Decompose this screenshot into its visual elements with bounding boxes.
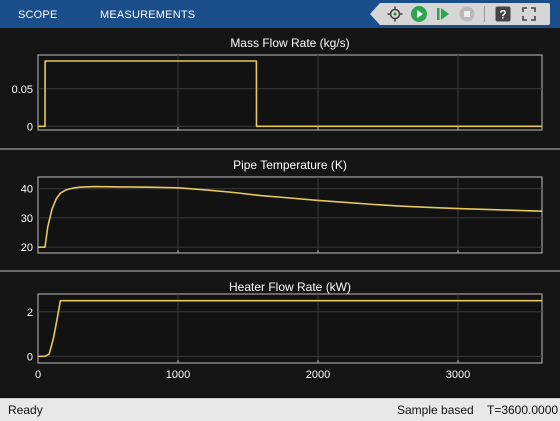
axes-box (37, 293, 543, 364)
help-icon[interactable]: ? (494, 5, 512, 23)
y-tick-label: 0 (27, 121, 33, 133)
tab-scope[interactable]: SCOPE (18, 9, 58, 21)
scope-charts: Mass Flow Rate (kg/s) 0 0.05 Pipe Temperatu… (0, 36, 560, 381)
status-bar: Ready Sample based T=3600.0000 (0, 398, 560, 421)
scope-toolbar: SCOPE MEASUREMENTS (0, 0, 560, 28)
scope-panel-2: Pipe Temperature (K) 20 30 40 (21, 158, 543, 254)
axes-box (37, 54, 543, 131)
y-tick-label: 40 (21, 184, 33, 196)
toolbar-separator (484, 6, 485, 22)
status-ready-text: Ready (8, 403, 43, 417)
y-tick-label: 2 (27, 307, 33, 319)
x-tick-label: 2000 (306, 369, 330, 381)
toolbar-icon-panel: ? (370, 3, 550, 25)
svg-text:?: ? (499, 8, 506, 22)
status-sample-mode: Sample based (397, 403, 474, 417)
run-icon[interactable] (410, 5, 428, 23)
series-line (38, 299, 542, 358)
scope-panel-1: Mass Flow Rate (kg/s) 0 0.05 (12, 36, 543, 133)
chart-title: Mass Flow Rate (kg/s) (230, 36, 349, 50)
y-tick-label: 0.05 (12, 84, 33, 96)
y-tick-label: 20 (21, 242, 33, 254)
y-tick-label: 30 (21, 213, 33, 225)
x-tick-label: 3000 (446, 369, 470, 381)
status-time-readout: T=3600.0000 (487, 403, 559, 417)
panel-separator (0, 270, 560, 272)
expand-icon[interactable] (520, 5, 538, 23)
chart-title: Heater Flow Rate (kW) (229, 280, 351, 294)
panel-separator (0, 148, 560, 150)
scope-plot-area: Mass Flow Rate (kg/s) 0 0.05 Pipe Temperatu… (0, 28, 560, 397)
chart-title: Pipe Temperature (K) (233, 158, 347, 172)
series-line (38, 185, 543, 248)
y-tick-label: 0 (27, 351, 33, 363)
stop-icon[interactable] (458, 5, 476, 23)
series-line (38, 60, 542, 128)
signal-select-icon[interactable] (386, 5, 404, 23)
scope-panel-3: Heater Flow Rate (kW) 0 2 0 1000 2000 3000 (27, 280, 543, 381)
x-tick-label: 0 (35, 369, 41, 381)
tab-measurements[interactable]: MEASUREMENTS (100, 9, 196, 21)
step-forward-icon[interactable] (434, 5, 452, 23)
x-tick-label: 1000 (166, 369, 190, 381)
